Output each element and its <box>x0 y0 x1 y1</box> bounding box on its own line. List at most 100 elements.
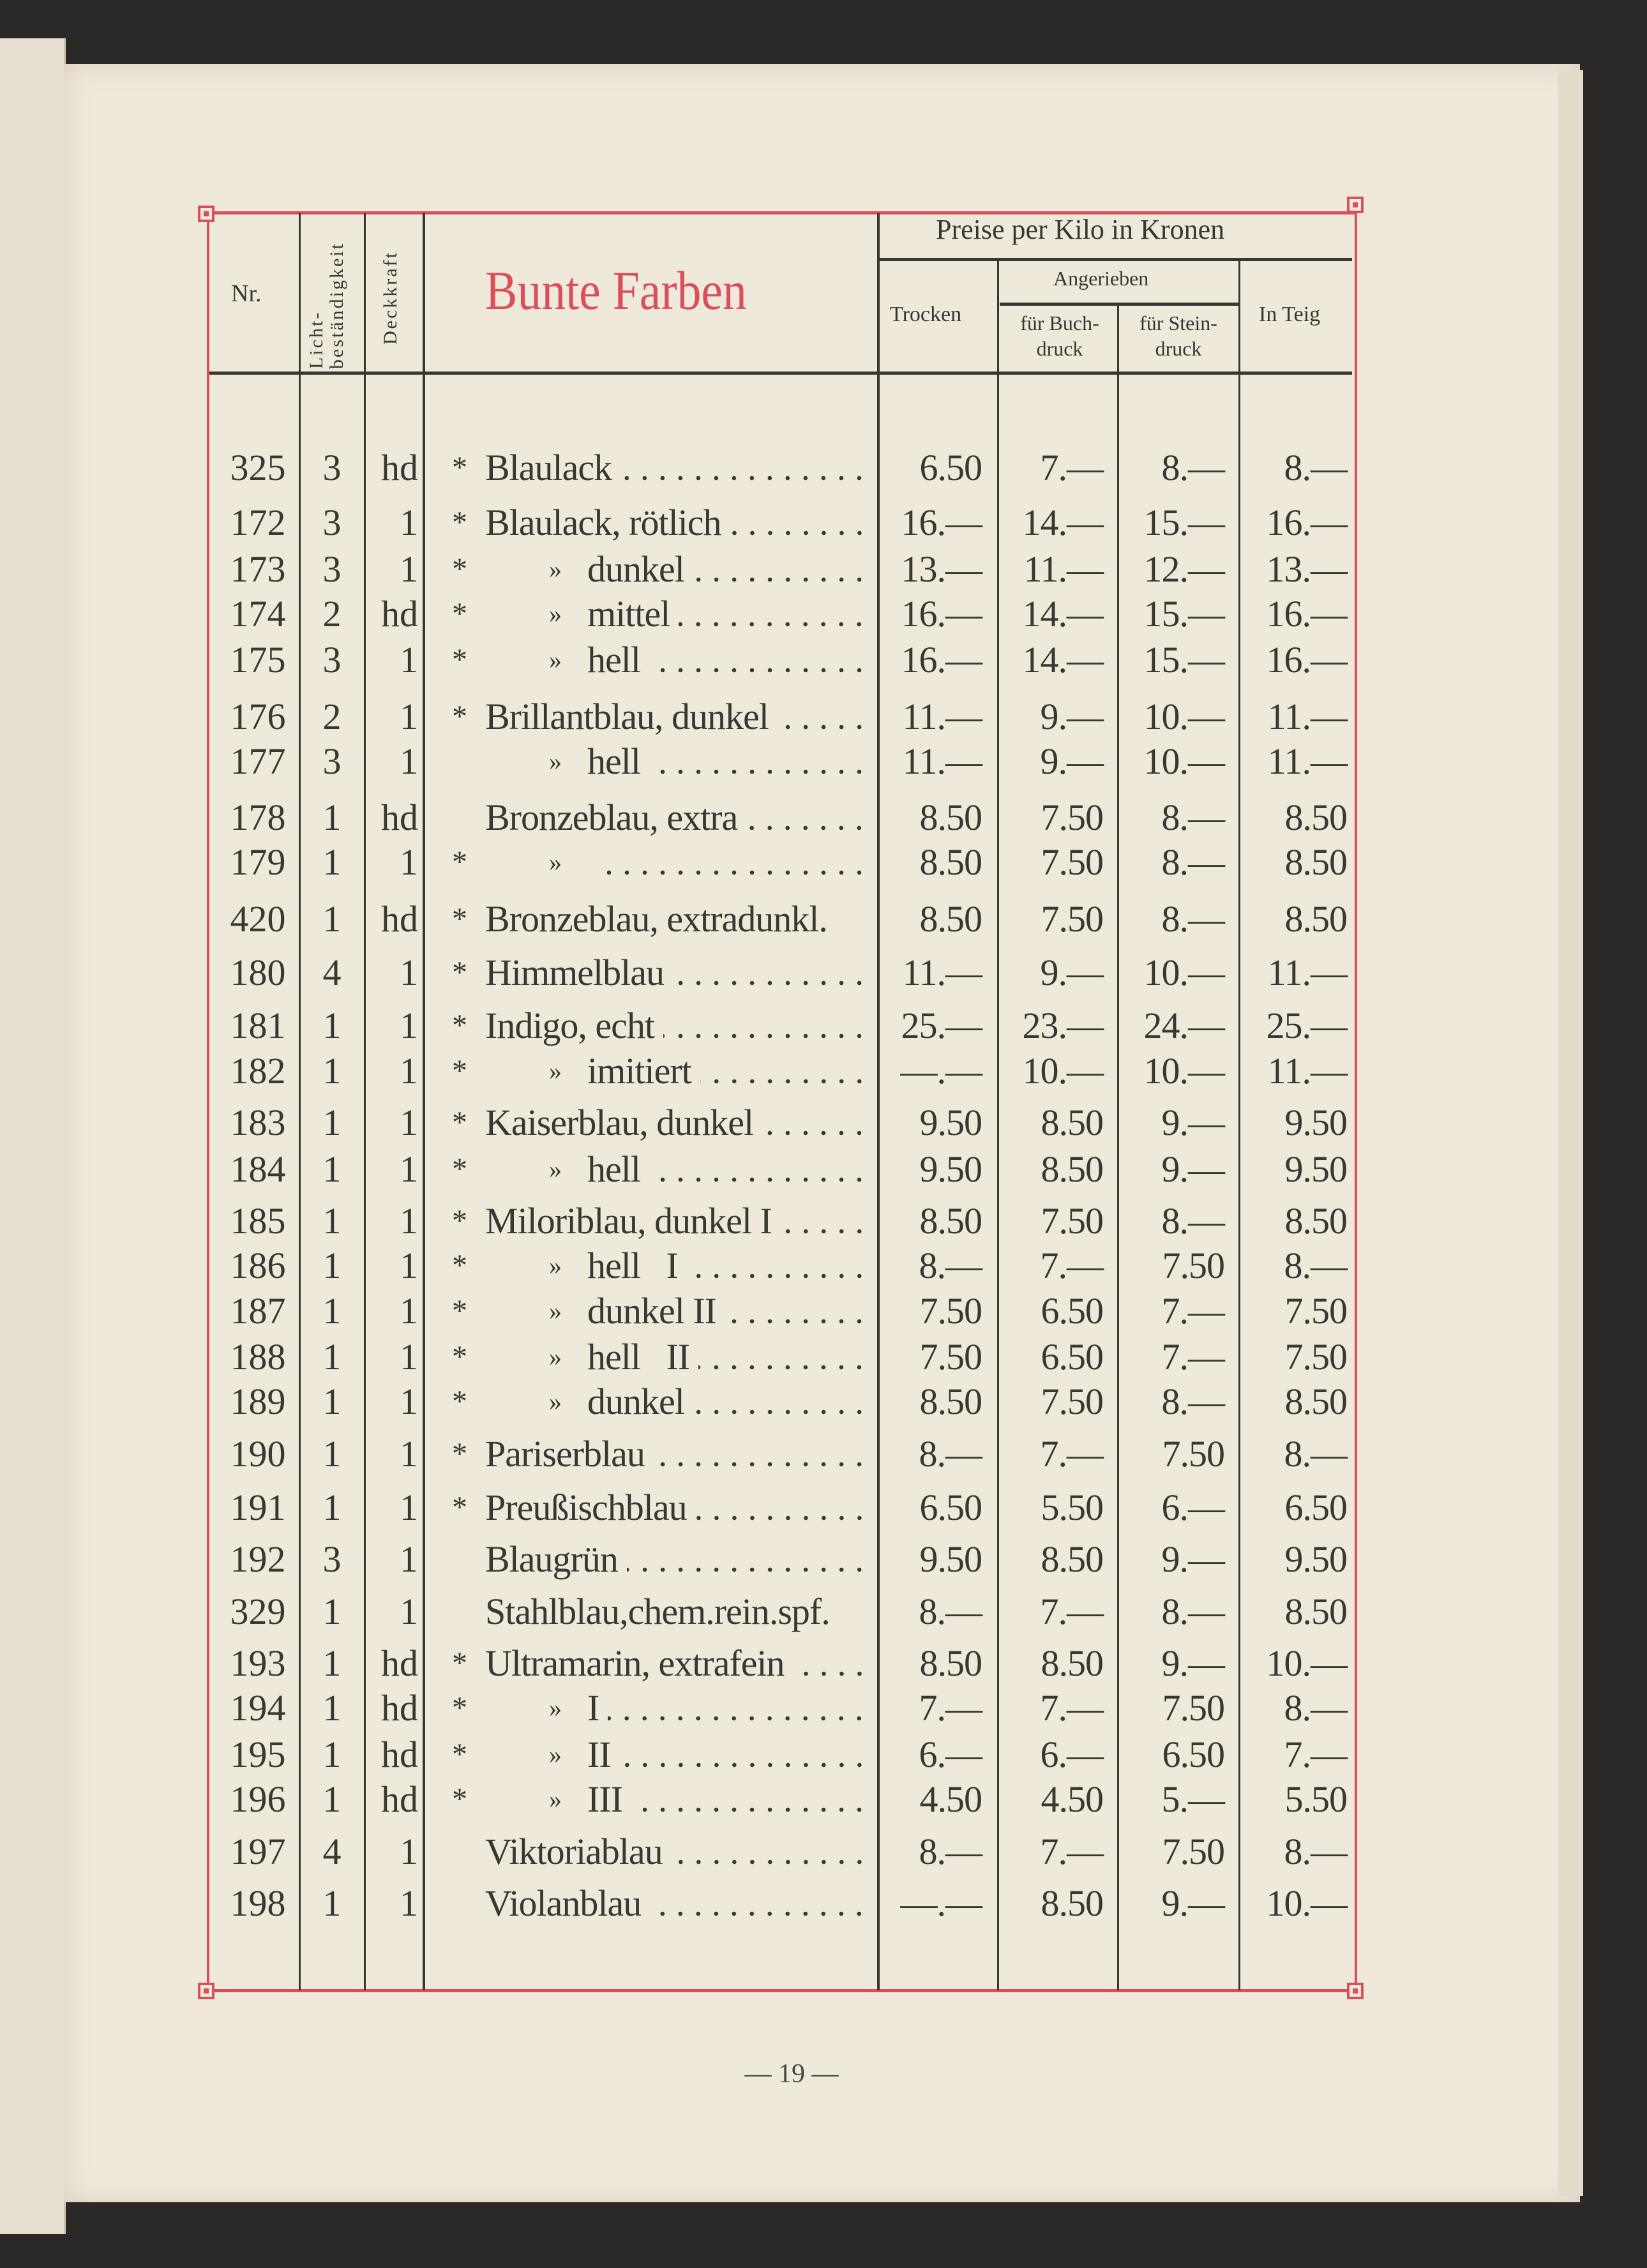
price-in-teig: 10.— <box>1266 1642 1348 1685</box>
page-edge <box>1558 70 1583 2196</box>
asterisk-mark: * <box>452 1490 467 1524</box>
ditto-mark: » <box>549 1154 562 1183</box>
price-in-teig: 6.50 <box>1284 1486 1348 1528</box>
dot-leader <box>672 950 868 995</box>
table-row: 177 3 1 » hell 11.— 9.— 10.— 11.— <box>0 739 1647 784</box>
lightfastness: 1 <box>322 1733 342 1775</box>
opacity: 1 <box>400 1289 418 1332</box>
price-trocken: 25.— <box>901 1005 983 1047</box>
frame-bottom <box>207 1989 1357 1992</box>
color-name-cell: Blaulack, rötlich <box>485 500 868 546</box>
price-trocken: 9.50 <box>919 1148 983 1190</box>
price-trocken: 8.— <box>919 1432 983 1475</box>
item-number: 190 <box>230 1432 286 1475</box>
col-rule <box>423 213 425 1990</box>
color-name: Ultramarin, extrafein <box>485 1642 785 1685</box>
color-name-cell: Kaiserblau, dunkel <box>485 1100 868 1146</box>
dot-leader <box>725 1288 868 1333</box>
price-steindruck: 7.50 <box>1162 1830 1226 1872</box>
price-in-teig: 9.50 <box>1284 1538 1348 1581</box>
lightfastness: 3 <box>322 1538 342 1581</box>
item-number: 198 <box>230 1882 286 1925</box>
table-row: 183 1 1 * Kaiserblau, dunkel 9.50 8.50 9.— 9.50 <box>0 1100 1647 1146</box>
ditto-mark: » <box>549 599 562 628</box>
price-trocken: —.— <box>900 1049 983 1092</box>
price-in-teig: 8.— <box>1284 1830 1348 1872</box>
price-buchdruck: 7.50 <box>1041 841 1104 883</box>
dot-leader <box>762 1100 868 1146</box>
price-buchdruck: 8.50 <box>1041 1882 1104 1925</box>
price-buchdruck: 7.— <box>1040 1687 1104 1729</box>
color-name-cell: » hell II <box>485 1335 868 1380</box>
price-trocken: 8.50 <box>919 841 983 883</box>
dot-leader <box>698 1335 868 1380</box>
table-row: 192 3 1 Blaugrün 9.50 8.50 9.— 9.50 <box>0 1537 1647 1582</box>
opacity: 1 <box>400 502 418 544</box>
color-name-cell: » mittel <box>485 591 868 636</box>
dot-leader <box>700 1048 868 1093</box>
color-name-cell: Blaulack <box>485 446 868 491</box>
price-steindruck: 6.— <box>1161 1486 1226 1528</box>
price-buchdruck: 8.50 <box>1041 1102 1104 1144</box>
asterisk-mark: * <box>452 1782 467 1817</box>
opacity: 1 <box>400 1432 418 1475</box>
dot-leader <box>663 1003 868 1049</box>
price-trocken: 16.— <box>901 502 983 544</box>
table-row: 329 1 1 Stahlblau,chem.rein.spf. 8.— 7.— 8.— 8.… <box>0 1589 1647 1634</box>
price-trocken: 8.— <box>919 1245 983 1287</box>
table-row: 191 1 1 * Preußischblau 6.50 5.50 6.— 6.50 <box>0 1485 1647 1530</box>
opacity: hd <box>381 592 418 635</box>
dot-leader <box>653 1431 868 1476</box>
price-in-teig: 25.— <box>1266 1005 1348 1047</box>
table-row: 186 1 1 * » hell I 8.— 7.— 7.50 8.— <box>0 1243 1647 1289</box>
price-trocken: 4.50 <box>919 1778 983 1821</box>
asterisk-mark: * <box>452 1053 467 1088</box>
lightfastness: 1 <box>322 1882 342 1925</box>
price-trocken: 6.50 <box>919 1486 983 1528</box>
ditto-mark: » <box>549 1785 562 1814</box>
ditto-mark: » <box>549 1342 562 1372</box>
header-in-teig: In Teig <box>1259 303 1321 326</box>
lightfastness: 1 <box>322 1778 342 1821</box>
lightfastness: 3 <box>322 548 342 590</box>
price-in-teig: 7.50 <box>1284 1289 1348 1332</box>
corner-ornament <box>198 1983 214 1999</box>
price-trocken: 7.— <box>919 1687 983 1729</box>
price-buchdruck: 7.— <box>1040 447 1104 489</box>
color-name: hell <box>587 1148 641 1190</box>
table-row: 179 1 1 * » 8.50 7.50 8.— 8.50 <box>0 840 1647 885</box>
price-steindruck: 8.— <box>1161 447 1226 489</box>
table-row: 420 1 hd * Bronzeblau, extradunkl. 8.50 7.50 8.… <box>0 897 1647 942</box>
opacity: 1 <box>400 1200 418 1242</box>
asterisk-mark: * <box>452 506 467 540</box>
asterisk-mark: * <box>452 1152 467 1186</box>
header-lichtbestaendigkeit: Licht- beständigkeit <box>306 242 347 369</box>
price-buchdruck: 23.— <box>1022 1005 1104 1047</box>
header-steindruck-line2: druck <box>1155 337 1202 360</box>
price-in-teig: 8.50 <box>1284 1381 1348 1423</box>
color-name: dunkel II <box>587 1289 717 1332</box>
price-in-teig: 11.— <box>1267 1049 1348 1092</box>
price-steindruck: 8.— <box>1161 841 1226 883</box>
table-row: 188 1 1 * » hell II 7.50 6.50 7.— 7.50 <box>0 1335 1647 1380</box>
header-buchdruck-line2: druck <box>1036 337 1083 360</box>
color-name-cell: » imitiert <box>485 1048 868 1093</box>
lightfastness: 1 <box>322 841 342 883</box>
price-steindruck: 8.— <box>1161 797 1226 839</box>
price-in-teig: 8.— <box>1284 1432 1348 1475</box>
price-in-teig: 8.50 <box>1284 897 1348 940</box>
table-row: 180 4 1 * Himmelblau 11.— 9.— 10.— 11.— <box>0 950 1647 995</box>
item-number: 182 <box>230 1049 286 1092</box>
header-buchdruck: für Buch- druck <box>1002 310 1117 361</box>
ditto-mark: » <box>549 848 562 877</box>
col-rule <box>1238 260 1240 1990</box>
item-number: 184 <box>230 1148 286 1190</box>
header-steindruck: für Stein- druck <box>1121 310 1236 361</box>
table-row: 174 2 hd * » mittel 16.— 14.— 15.— 16.— <box>0 591 1647 636</box>
item-number: 325 <box>230 447 286 489</box>
ditto-mark: » <box>549 1387 562 1416</box>
ditto-mark: » <box>549 1296 562 1325</box>
table-row: 185 1 1 * Miloriblau, dunkel I 8.50 7.50 8.— 8.5… <box>0 1199 1647 1244</box>
price-trocken: 8.50 <box>919 797 983 839</box>
table-row: 173 3 1 * » dunkel 13.— 11.— 12.— 13.— <box>0 546 1647 592</box>
